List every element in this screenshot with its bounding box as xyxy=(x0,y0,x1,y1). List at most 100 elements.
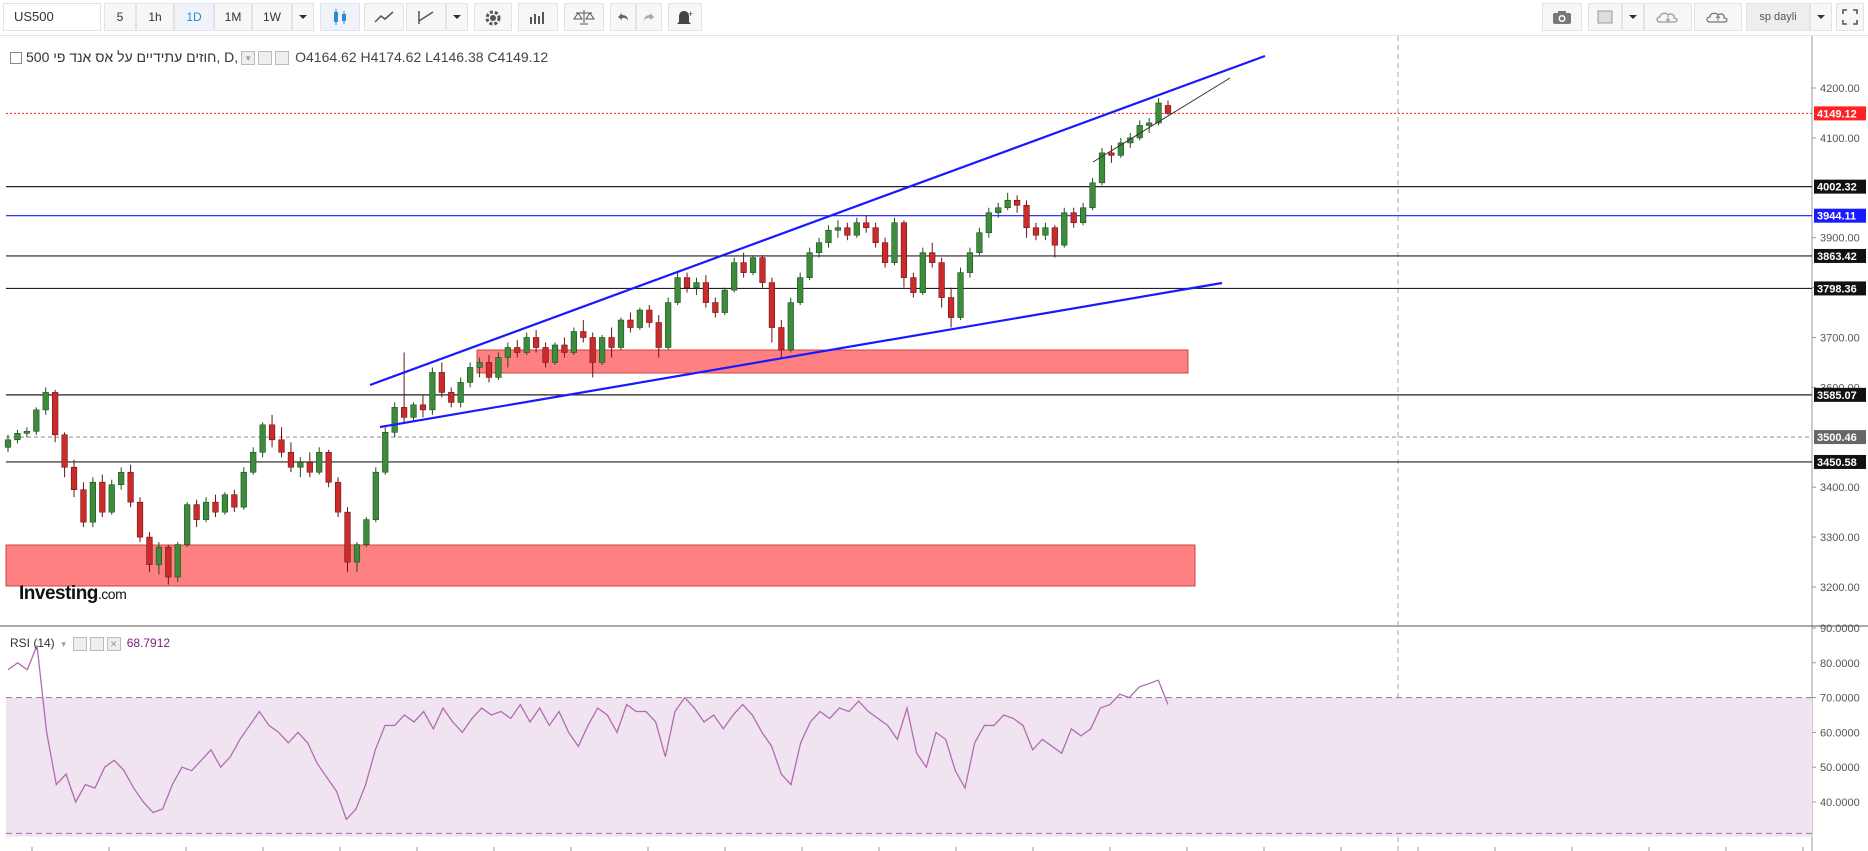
interval-5[interactable]: 5 xyxy=(104,3,136,31)
alert-button[interactable]: + xyxy=(668,3,702,31)
candle-body xyxy=(1014,199,1021,206)
candle-body xyxy=(599,337,606,363)
candle-body xyxy=(33,409,40,432)
candle-body xyxy=(910,277,917,293)
chart-canvas[interactable]: 4200.004100.003900.003800.003700.003600.… xyxy=(0,36,1868,851)
undo-button[interactable] xyxy=(610,3,636,31)
rsi-dropdown-icon[interactable]: ▾ xyxy=(61,638,66,649)
fullscreen-button[interactable] xyxy=(1836,3,1864,31)
candle-body xyxy=(372,471,379,520)
indicators-button[interactable] xyxy=(364,3,404,31)
candle-body xyxy=(665,302,672,348)
candle-body xyxy=(259,424,266,453)
candle-body xyxy=(89,481,96,523)
rsi-tick-label: 40.0000 xyxy=(1820,797,1860,809)
price-axis[interactable]: 4200.004100.003900.003800.003700.003600.… xyxy=(1812,83,1866,594)
candle-body xyxy=(995,207,1002,214)
interval-1d[interactable]: 1D xyxy=(174,3,214,31)
bell-plus-icon: + xyxy=(677,9,693,24)
candle-body xyxy=(806,252,813,278)
candle-body xyxy=(985,212,992,234)
candle-body xyxy=(636,309,643,328)
interval-1m[interactable]: 1M xyxy=(214,3,252,31)
candle-body xyxy=(533,337,540,348)
cloud-upload-button[interactable] xyxy=(1694,3,1742,31)
candle-body xyxy=(80,489,87,523)
candle-body xyxy=(1004,199,1011,209)
color-picker-button[interactable] xyxy=(1588,3,1622,31)
close-value: C4149.12 xyxy=(487,49,549,65)
candle-body xyxy=(929,252,936,263)
layout-dropdown-button[interactable] xyxy=(1810,3,1832,31)
layout-name-button[interactable]: sp dayli xyxy=(1746,3,1810,31)
drawing-dropdown-button[interactable] xyxy=(446,3,468,31)
candle-body xyxy=(193,504,200,520)
candle-body xyxy=(731,262,738,291)
candle-body xyxy=(1117,142,1124,156)
candle-body xyxy=(429,372,436,411)
current-price-box xyxy=(1814,106,1866,121)
rsi-band xyxy=(6,697,1812,837)
rsi-settings-icon[interactable] xyxy=(89,636,104,651)
candle-body xyxy=(1108,152,1115,156)
candle-body xyxy=(4,439,12,448)
candle-body xyxy=(42,392,49,411)
candle-body xyxy=(127,471,134,503)
legend-format-icon[interactable] xyxy=(275,51,290,66)
redo-button[interactable] xyxy=(636,3,662,31)
candle-body xyxy=(325,451,332,483)
gear-icon xyxy=(485,10,501,26)
undo-icon xyxy=(618,13,628,21)
interval-1h[interactable]: 1h xyxy=(136,3,174,31)
level-label: 3798.36 xyxy=(1817,283,1857,295)
level-label: 3585.07 xyxy=(1817,390,1857,402)
candle-body xyxy=(287,451,295,468)
cloud-download-icon xyxy=(1656,12,1678,23)
interval-dropdown-button[interactable] xyxy=(292,3,314,31)
cloud-download-button[interactable] xyxy=(1644,3,1692,31)
trendline xyxy=(379,281,1223,429)
candle-body xyxy=(1023,204,1030,229)
symbol-input[interactable]: US500 xyxy=(3,3,101,31)
candle-body xyxy=(1051,227,1058,246)
candle-body xyxy=(1146,122,1153,126)
candle-body xyxy=(70,466,78,490)
drawing-tools-button[interactable] xyxy=(406,3,446,31)
candle-body xyxy=(627,319,634,328)
color-dropdown-button[interactable] xyxy=(1622,3,1644,31)
candle-body xyxy=(712,302,719,313)
candle-body xyxy=(334,481,342,513)
candle-body xyxy=(797,277,804,303)
candle-body xyxy=(1032,227,1040,236)
interval-1w[interactable]: 1W xyxy=(252,3,292,31)
camera-icon xyxy=(1553,11,1571,24)
candle-body xyxy=(646,309,653,323)
price-tick-label: 4100.00 xyxy=(1820,133,1860,145)
rsi-value: 68.7912 xyxy=(126,636,171,650)
candle-body xyxy=(297,461,304,468)
candle-body xyxy=(476,362,483,368)
candle-body xyxy=(693,282,700,288)
candle-body xyxy=(419,404,427,411)
rsi-eye-icon[interactable] xyxy=(72,636,87,651)
rsi-close-icon[interactable]: ✕ xyxy=(106,636,121,651)
level-label-box xyxy=(1814,454,1866,469)
candle-body xyxy=(391,407,398,433)
rsi-tick-label: 80.0000 xyxy=(1820,658,1860,670)
candle-body xyxy=(740,262,747,273)
legend-settings-icon[interactable]: ▾ xyxy=(241,51,256,66)
settings-button[interactable] xyxy=(474,3,512,31)
level-label: 3944.11 xyxy=(1817,211,1856,223)
candle-body xyxy=(278,439,285,453)
screenshot-button[interactable] xyxy=(1542,3,1582,31)
candle-body xyxy=(495,357,502,378)
candles-style-button[interactable] xyxy=(320,3,360,31)
candle-body xyxy=(514,347,521,353)
collapse-toggle-icon[interactable] xyxy=(10,52,22,65)
candle-body xyxy=(947,297,955,318)
color-square-icon xyxy=(1597,10,1613,24)
compare-button[interactable] xyxy=(564,3,604,31)
indicators-list-button[interactable] xyxy=(518,3,558,31)
level-label-box xyxy=(1814,179,1866,194)
legend-eye-icon[interactable] xyxy=(258,51,273,66)
